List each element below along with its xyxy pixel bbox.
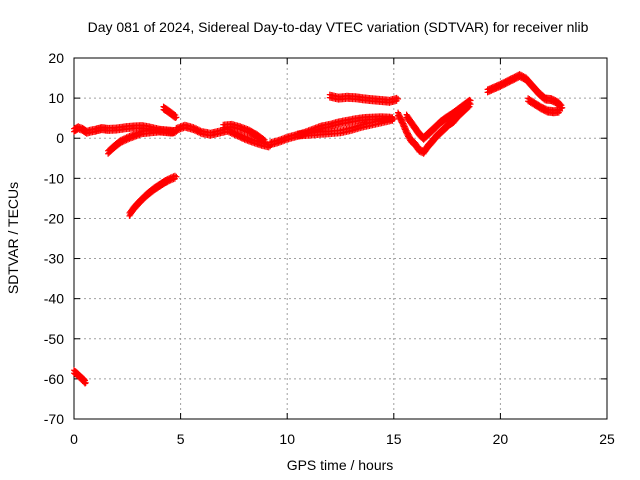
- data-series: [126, 172, 180, 219]
- y-tick-label: -10: [44, 170, 64, 186]
- data-series: [395, 100, 474, 157]
- data-series: [294, 114, 397, 140]
- data-point: [467, 97, 474, 104]
- data-series: [403, 96, 474, 143]
- x-tick-label: 15: [386, 431, 402, 447]
- data-point: [173, 114, 180, 121]
- y-tick-label: -20: [44, 210, 64, 226]
- y-tick-label: 10: [48, 90, 64, 106]
- x-tick-label: 0: [70, 431, 78, 447]
- data-point: [173, 173, 180, 180]
- data-point: [172, 115, 179, 122]
- y-tick-label: -40: [44, 291, 64, 307]
- data-point: [465, 100, 472, 107]
- data-series: [71, 367, 89, 387]
- y-tick-label: -50: [44, 331, 64, 347]
- data-point: [82, 379, 89, 386]
- x-tick-label: 5: [177, 431, 185, 447]
- data-series: [525, 95, 564, 117]
- y-tick-label: -70: [44, 411, 64, 427]
- data-point: [390, 115, 397, 122]
- y-tick-label: 0: [56, 130, 64, 146]
- plot-frame: [73, 57, 608, 420]
- y-axis-label: SDTVAR / TECUs: [5, 182, 21, 294]
- data-series: [326, 91, 402, 106]
- data-series: [220, 120, 269, 146]
- data-series: [160, 103, 180, 122]
- y-tick-label: -30: [44, 251, 64, 267]
- data-point: [557, 107, 564, 114]
- grid: [74, 58, 607, 419]
- data-series: [105, 126, 178, 157]
- x-tick-label: 25: [599, 431, 615, 447]
- axis-ticks: 0 5 10 15 20 25 -70 -60 -50 -40 -30 -20 -10 0 10 20: [44, 50, 615, 447]
- x-tick-label: 10: [279, 431, 295, 447]
- data-series: [484, 71, 566, 112]
- y-tick-label: 20: [48, 50, 64, 66]
- data-marks: [71, 71, 566, 387]
- x-axis-label: GPS time / hours: [287, 457, 394, 473]
- chart-title: Day 081 of 2024, Sidereal Day-to-day VTE…: [88, 19, 589, 35]
- data-point: [559, 104, 566, 111]
- y-tick-label: -60: [44, 371, 64, 387]
- x-tick-label: 20: [493, 431, 509, 447]
- data-point: [395, 95, 402, 102]
